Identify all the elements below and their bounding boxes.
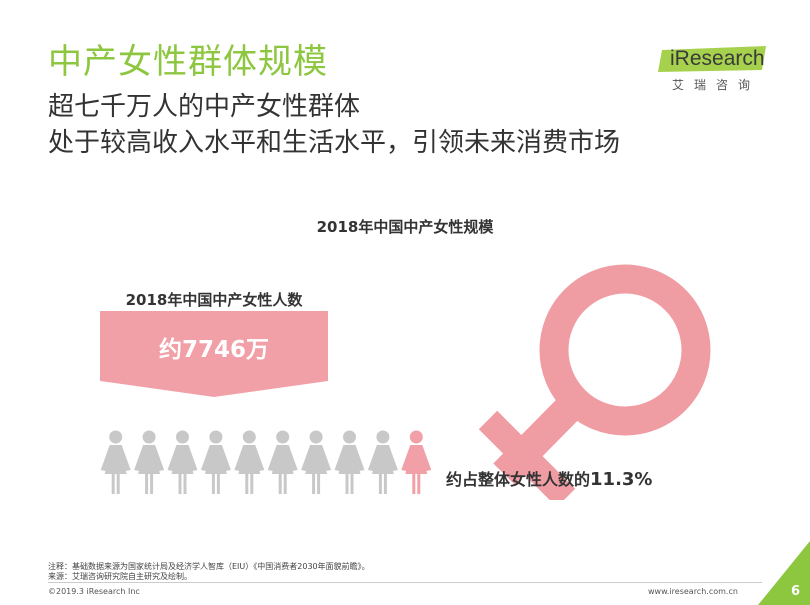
note-text: 注释：基础数据来源为国家统计局及经济学人智库（EIU）《中国消费者2030年面貌… [48,562,370,571]
logo-brand-text: iResearch [670,47,765,70]
page-corner-shape [758,541,810,605]
person-icon [401,430,432,494]
person-icon [200,430,231,494]
iresearch-logo: iResearch 艾瑞咨询 [658,44,770,100]
share-value: 11.3% [590,469,653,490]
footer-divider [48,582,762,583]
person-icon [100,430,131,494]
share-text: 约占整体女性人数的11.3% [446,466,652,490]
copyright-text: ©2019.3 iResearch Inc [48,587,140,596]
count-label: 2018年中国中产女性人数 [125,291,303,309]
logo-highlight-shape [658,46,766,72]
share-prefix: 约占整体女性人数的 [446,470,591,489]
person-icon [334,430,365,494]
logo-brand-cn: 艾瑞咨询 [672,78,761,92]
subtitle-line-2: 处于较高收入水平和生活水平，引领未来消费市场 [48,128,621,158]
notes-block: 注释：基础数据来源为国家统计局及经济学人智库（EIU）《中国消费者2030年面貌… [48,562,370,582]
people-pictogram [100,430,432,494]
person-icon [267,430,298,494]
person-icon [367,430,398,494]
subtitle-line-1: 超七千万人的中产女性群体 [48,92,361,122]
source-text: 来源：艾瑞咨询研究院自主研究及绘制。 [48,572,192,581]
person-icon [134,430,165,494]
chart-title: 2018年中国中产女性规模 [316,218,494,236]
page-number: 6 [790,584,800,599]
female-symbol-icon [478,264,711,500]
page-title: 中产女性群体规模 [48,42,328,82]
person-icon [301,430,332,494]
website-text: www.iresearch.com.cn [648,587,738,596]
count-banner-shape [100,311,328,397]
person-icon [234,430,265,494]
person-icon [167,430,198,494]
count-value: 约7746万 [158,337,269,363]
